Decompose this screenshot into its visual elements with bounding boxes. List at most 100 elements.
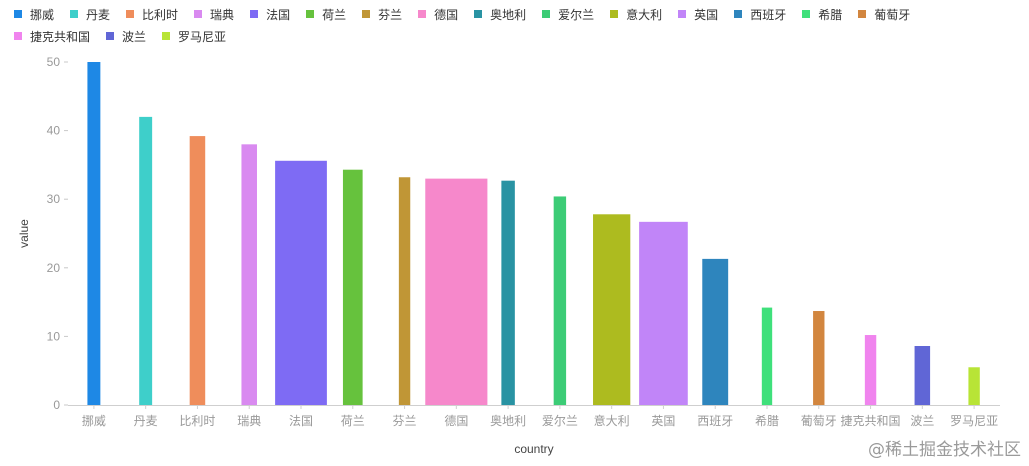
bar — [241, 144, 257, 405]
legend-item[interactable]: 芬兰 — [362, 6, 402, 22]
y-axis-title: value — [17, 219, 31, 248]
legend-label: 比利时 — [142, 7, 179, 22]
x-tick-label: 波兰 — [910, 414, 934, 428]
legend-label: 捷克共和国 — [30, 29, 91, 44]
x-tick-label: 比利时 — [179, 414, 215, 428]
legend-label: 法国 — [266, 7, 291, 22]
legend-label: 芬兰 — [378, 7, 403, 22]
x-tick-label: 英国 — [651, 414, 675, 428]
legend-item[interactable]: 意大利 — [610, 6, 662, 22]
legend-item[interactable]: 波兰 — [106, 28, 146, 44]
bar — [342, 169, 363, 405]
legend-swatch — [194, 10, 203, 18]
y-tick-label: 40 — [47, 124, 61, 138]
legend: 挪威 丹麦 比利时 瑞典 法国 荷兰 芬兰 德国 奥地利 爱尔兰 意大利 英国 西班牙 希腊 葡萄牙捷克共和… — [14, 6, 1014, 44]
bar — [87, 62, 101, 405]
bar — [275, 160, 327, 405]
legend-swatch — [610, 10, 619, 18]
legend-label: 丹麦 — [86, 7, 111, 22]
legend-swatch — [734, 10, 743, 18]
legend-item[interactable]: 比利时 — [126, 6, 178, 22]
bar — [593, 214, 631, 405]
legend-item[interactable]: 希腊 — [802, 6, 842, 22]
legend-label: 意大利 — [626, 7, 663, 22]
legend-label: 瑞典 — [210, 7, 235, 22]
legend-swatch — [14, 10, 22, 18]
x-tick-label: 葡萄牙 — [801, 414, 837, 428]
legend-swatch — [542, 10, 551, 18]
legend-item[interactable]: 英国 — [678, 6, 718, 22]
legend-label: 波兰 — [122, 29, 147, 44]
x-tick-label: 意大利 — [594, 413, 630, 428]
x-tick-label: 挪威 — [82, 414, 106, 428]
legend-swatch — [126, 10, 135, 18]
legend-item[interactable]: 法国 — [250, 6, 290, 22]
x-tick-label: 丹麦 — [134, 414, 158, 428]
bar — [761, 307, 773, 405]
x-tick-label: 荷兰 — [341, 414, 365, 428]
x-tick-label: 法国 — [289, 414, 313, 428]
x-tick-label: 瑞典 — [237, 414, 261, 428]
legend-item[interactable]: 葡萄牙 — [858, 6, 910, 22]
legend-swatch — [362, 10, 371, 18]
bar — [553, 196, 567, 405]
legend-item[interactable]: 挪威 — [14, 6, 54, 22]
legend-swatch — [306, 10, 315, 18]
legend-item[interactable]: 荷兰 — [306, 6, 346, 22]
legend-swatch — [106, 32, 115, 40]
y-tick-label: 20 — [47, 261, 61, 275]
legend-label: 罗马尼亚 — [178, 29, 227, 44]
legend-label: 奥地利 — [490, 7, 527, 22]
legend-label: 爱尔兰 — [558, 7, 595, 22]
bar — [425, 178, 488, 405]
legend-label: 荷兰 — [322, 7, 347, 22]
legend-item[interactable]: 西班牙 — [734, 6, 786, 22]
legend-item[interactable]: 丹麦 — [70, 6, 110, 22]
bar — [968, 367, 980, 405]
x-tick-label: 西班牙 — [697, 414, 733, 428]
legend-swatch — [70, 10, 79, 18]
y-tick-label: 10 — [47, 329, 61, 343]
bar — [189, 136, 206, 405]
bar — [501, 180, 515, 405]
bar — [139, 116, 153, 405]
legend-item[interactable]: 瑞典 — [194, 6, 234, 22]
watermark: @稀土掘金技术社区 — [868, 440, 1021, 460]
bar — [398, 177, 411, 405]
legend-item[interactable]: 捷克共和国 — [14, 28, 90, 44]
legend-label: 挪威 — [30, 7, 55, 22]
legend-swatch — [418, 10, 427, 18]
legend-swatch — [858, 10, 867, 18]
x-tick-label: 希腊 — [755, 413, 779, 428]
legend-swatch — [250, 10, 259, 18]
x-tick-label: 捷克共和国 — [841, 414, 901, 428]
bar — [639, 221, 688, 405]
x-tick-label: 奥地利 — [490, 414, 526, 428]
legend-swatch — [14, 32, 22, 40]
legend-swatch — [474, 10, 483, 18]
y-tick-label: 30 — [47, 192, 61, 206]
y-tick-label: 50 — [47, 55, 61, 69]
x-tick-label: 爱尔兰 — [542, 413, 578, 428]
legend-item[interactable]: 德国 — [418, 6, 458, 22]
legend-swatch — [802, 10, 811, 18]
x-tick-label: 德国 — [444, 413, 468, 428]
x-tick-label: 罗马尼亚 — [950, 414, 998, 428]
legend-swatch — [678, 10, 687, 18]
legend-label: 西班牙 — [750, 7, 787, 22]
bar — [914, 346, 931, 405]
bar — [864, 335, 877, 405]
legend-label: 葡萄牙 — [874, 7, 911, 22]
x-tick-label: 芬兰 — [393, 414, 417, 428]
bar — [813, 311, 825, 405]
legend-item[interactable]: 爱尔兰 — [542, 6, 594, 22]
legend-label: 德国 — [434, 7, 459, 22]
legend-item[interactable]: 罗马尼亚 — [162, 28, 226, 44]
legend-label: 英国 — [694, 7, 719, 22]
legend-swatch — [162, 32, 171, 40]
y-tick-label: 0 — [53, 398, 60, 412]
legend-item[interactable]: 奥地利 — [474, 6, 526, 22]
bar — [702, 258, 729, 405]
x-axis-title: country — [514, 442, 553, 456]
